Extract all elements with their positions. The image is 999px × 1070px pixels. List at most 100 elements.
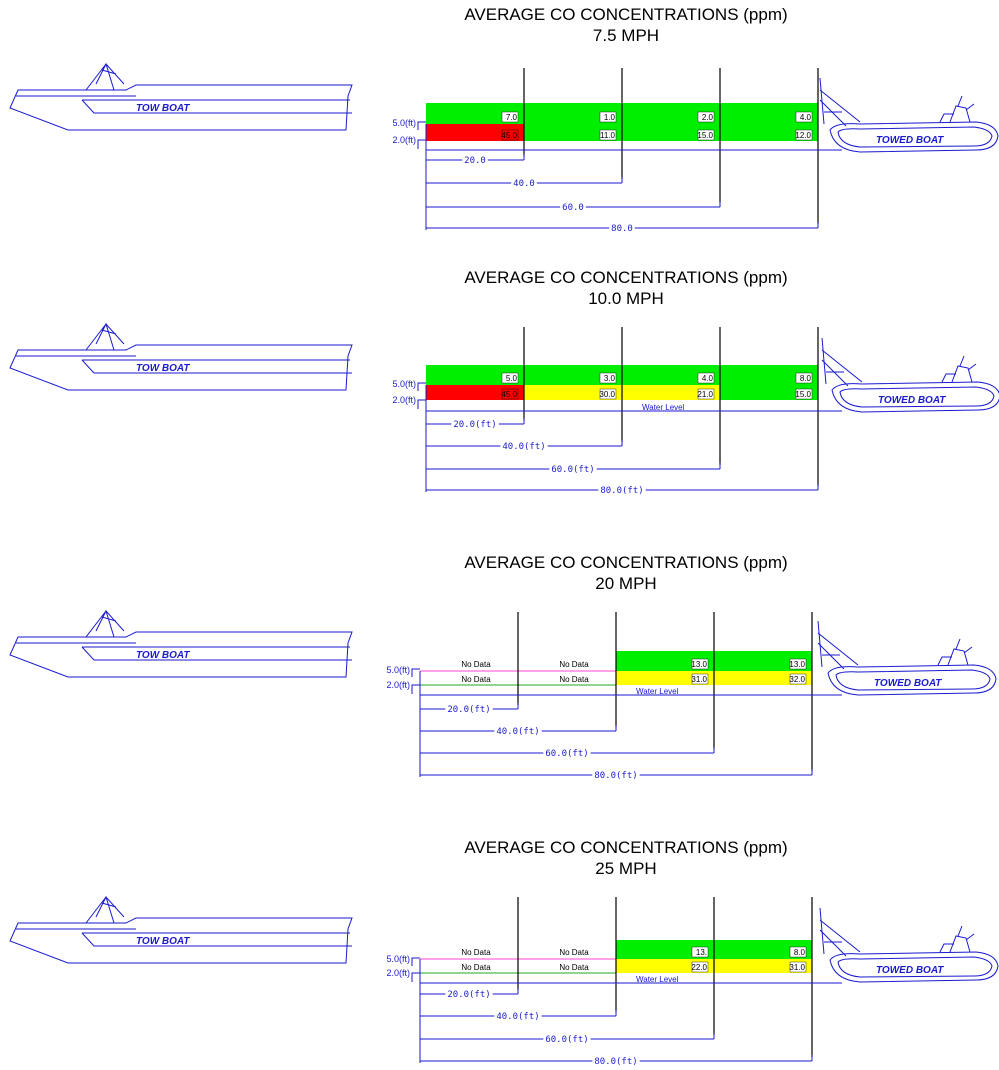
towed-boat: TOWED BOAT <box>819 77 999 153</box>
panel-4: AVERAGE CO CONCENTRATIONS (ppm) 25 MPH TOW… <box>9 838 999 1067</box>
towed-boat-bow <box>817 620 859 670</box>
towed-boat-tube <box>837 956 993 978</box>
towed-boat-bow <box>819 77 861 127</box>
upper-value-box <box>789 658 807 670</box>
lower-cell <box>720 124 818 141</box>
distance-label: 60.0(ft) <box>545 749 588 759</box>
distance-label: 20.0(ft) <box>447 990 490 1000</box>
upper-value: No Data <box>559 660 589 669</box>
upper-value: 2.0 <box>702 113 714 122</box>
lower-cell <box>622 385 720 400</box>
towed-boat-hull <box>829 121 999 153</box>
panel-title: AVERAGE CO CONCENTRATIONS (ppm) <box>464 838 787 857</box>
upper-value: 13.0 <box>691 660 707 669</box>
panel-2: AVERAGE CO CONCENTRATIONS (ppm) 10.0 MPH T… <box>9 268 999 496</box>
distance-label: 80.0(ft) <box>594 1057 637 1067</box>
height-bracket-upper <box>411 957 420 966</box>
upper-cell <box>426 365 524 385</box>
height-label-lower: 2.0(ft) <box>392 135 416 145</box>
distance-label: 60.0 <box>562 203 584 213</box>
lower-value: 11.0 <box>600 131 616 140</box>
towed-boat-tube <box>835 669 991 691</box>
distance-label-bg <box>609 223 635 233</box>
upper-value-box <box>599 372 617 384</box>
towed-boat-label: TOWED BOAT <box>878 395 946 406</box>
distance-label-bg <box>445 704 493 714</box>
height-label-upper: 5.0(ft) <box>392 379 416 389</box>
towed-boat: TOWED BOAT <box>821 337 999 413</box>
towed-boat-motor <box>941 355 977 383</box>
lower-cell <box>622 124 720 141</box>
towed-boat-motor <box>939 925 975 953</box>
lower-value-box <box>795 388 813 400</box>
distance-label-bg <box>592 1056 640 1066</box>
towed-boat-label: TOWED BOAT <box>876 965 944 976</box>
panel-3: AVERAGE CO CONCENTRATIONS (ppm) 20 MPH TOW… <box>9 553 997 781</box>
towed-boat-hull <box>827 664 997 696</box>
panel-title: AVERAGE CO CONCENTRATIONS (ppm) <box>464 5 787 24</box>
distance-label-bg <box>451 419 499 429</box>
upper-value: 13. <box>696 948 707 957</box>
tow-boat-label: TOW BOAT <box>136 650 190 661</box>
height-bracket-upper <box>417 121 426 130</box>
upper-value: 1.0 <box>604 113 616 122</box>
height-label-upper: 5.0(ft) <box>386 665 410 675</box>
distance-label: 40.0(ft) <box>502 442 545 452</box>
lower-value: 22.0 <box>691 963 707 972</box>
upper-cell <box>616 940 714 959</box>
towed-boat: TOWED BOAT <box>817 620 997 696</box>
upper-cell <box>524 365 622 385</box>
upper-value-box <box>501 111 519 123</box>
towed-boat-motor <box>937 638 973 666</box>
upper-cell <box>714 940 812 959</box>
tow-boat-label: TOW BOAT <box>136 363 190 374</box>
distance-label-bg <box>560 202 586 212</box>
lower-value-box <box>795 129 813 141</box>
distance-label-bg <box>462 155 488 165</box>
upper-value-box <box>697 372 715 384</box>
distance-label: 40.0 <box>513 179 535 189</box>
lower-value: 32.0 <box>789 675 805 684</box>
towed-boat-tube <box>839 386 995 408</box>
distance-label: 80.0(ft) <box>594 771 637 781</box>
distance-label-bg <box>511 178 537 188</box>
upper-value: 5.0 <box>506 374 518 383</box>
tow-boat-label: TOW BOAT <box>136 936 190 947</box>
lower-value: 31.0 <box>691 675 707 684</box>
distance-label: 20.0(ft) <box>453 420 496 430</box>
upper-cell <box>714 651 812 671</box>
lower-cell <box>524 124 622 141</box>
lower-cell <box>426 124 524 141</box>
height-bracket-lower <box>417 139 426 149</box>
height-label-lower: 2.0(ft) <box>386 968 410 978</box>
lower-value-box <box>697 388 715 400</box>
lower-value: No Data <box>461 675 491 684</box>
upper-value: No Data <box>461 660 491 669</box>
height-bracket-upper <box>417 382 426 391</box>
height-label-upper: 5.0(ft) <box>386 954 410 964</box>
upper-cell <box>622 365 720 385</box>
upper-cell <box>720 103 818 124</box>
height-label-lower: 2.0(ft) <box>386 680 410 690</box>
upper-cell <box>622 103 720 124</box>
towed-boat-bow <box>821 337 863 387</box>
upper-value: 4.0 <box>800 113 812 122</box>
lower-value-box <box>789 673 807 685</box>
tow-boat-trim <box>16 642 352 661</box>
distance-label: 40.0(ft) <box>496 727 539 737</box>
upper-value: 4.0 <box>702 374 714 383</box>
upper-cell <box>426 103 524 124</box>
lower-cell <box>714 959 812 973</box>
upper-value: 8.0 <box>794 948 806 957</box>
towed-boat-hull <box>831 381 999 413</box>
lower-value: 31.0 <box>789 963 805 972</box>
distance-label-bg <box>494 1011 542 1021</box>
towed-boat-tube <box>837 126 993 148</box>
tow-boat: TOW BOAT <box>9 62 353 131</box>
lower-value: No Data <box>461 963 491 972</box>
upper-value: No Data <box>461 948 491 957</box>
upper-value-box <box>691 946 709 958</box>
lower-value: No Data <box>559 675 589 684</box>
height-bracket-lower <box>417 399 426 409</box>
